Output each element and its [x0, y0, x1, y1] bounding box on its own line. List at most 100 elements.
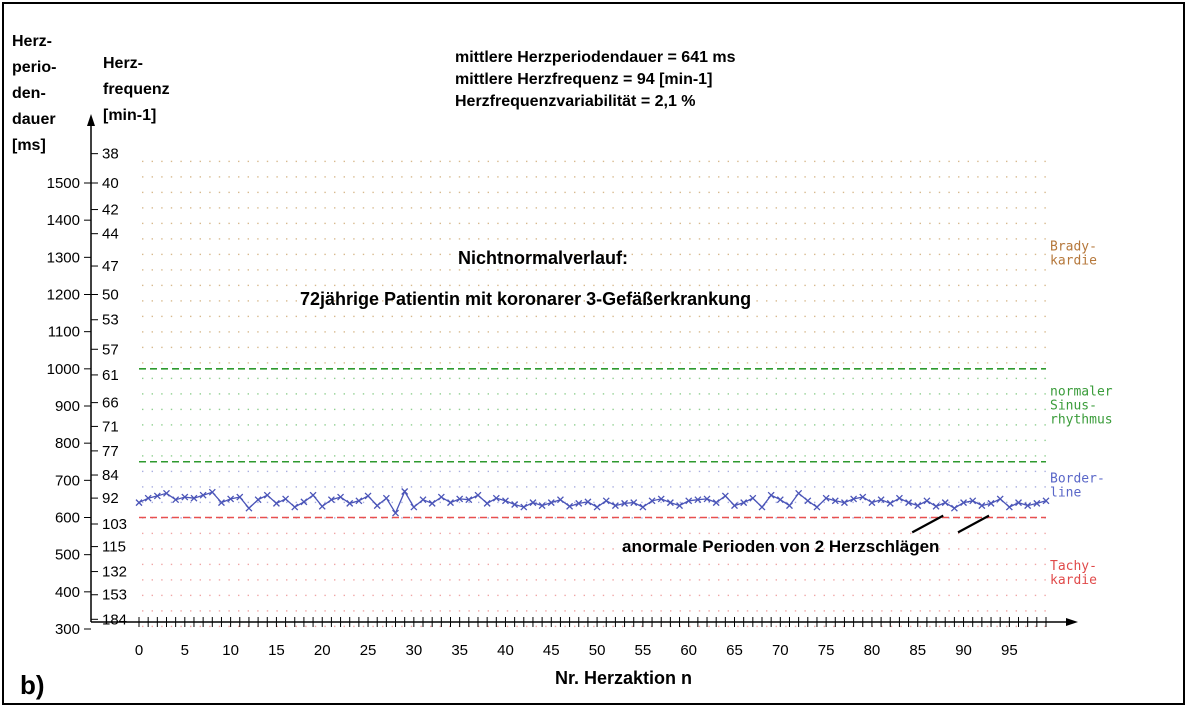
grid-dot	[602, 207, 605, 209]
grid-dot	[775, 362, 777, 364]
y-tick-label-ms: 1000	[47, 361, 80, 378]
grid-dot	[977, 346, 979, 349]
grid-dot	[526, 548, 528, 550]
grid-dot	[967, 315, 969, 318]
grid-dot	[641, 238, 643, 240]
data-point-stroke	[236, 493, 244, 501]
grid-dot	[487, 517, 489, 519]
grid-dot	[391, 439, 393, 442]
grid-dot	[238, 362, 240, 364]
grid-dot	[478, 532, 480, 535]
grid-dot	[737, 362, 739, 364]
grid-dot	[449, 300, 451, 302]
grid-dot	[631, 238, 633, 240]
grid-dot	[410, 579, 413, 581]
grid-dot	[622, 222, 624, 225]
data-point	[621, 499, 629, 507]
grid-dot	[161, 455, 163, 457]
grid-dot	[142, 238, 144, 240]
grid-dot	[170, 346, 173, 349]
grid-dot	[938, 393, 941, 395]
grid-dot	[823, 501, 825, 504]
grid-dot	[1044, 160, 1046, 163]
grid-dot	[746, 176, 749, 178]
grid-dot	[497, 548, 499, 550]
grid-dot	[497, 393, 499, 395]
grid-dot	[554, 284, 557, 287]
grid-dot	[382, 346, 384, 349]
grid-dot	[871, 238, 873, 240]
data-point	[447, 499, 454, 507]
grid-dot	[650, 532, 653, 535]
grid-dot	[1034, 532, 1037, 535]
grid-dot	[631, 284, 633, 287]
grid-dot	[862, 222, 864, 225]
grid-dot	[583, 424, 585, 426]
grid-dot	[420, 563, 422, 566]
grid-dot	[881, 393, 883, 395]
grid-dot	[343, 222, 345, 225]
grid-dot	[228, 548, 230, 550]
grid-dot	[305, 439, 307, 442]
grid-dot	[746, 486, 749, 488]
grid-dot	[689, 439, 691, 442]
grid-dot	[698, 610, 701, 612]
grid-dot	[151, 222, 153, 225]
grid-dot	[209, 377, 211, 380]
grid-dot	[180, 439, 182, 442]
grid-dot	[554, 579, 557, 581]
grid-dot	[785, 579, 787, 581]
grid-dot	[689, 548, 691, 550]
grid-dot	[468, 222, 470, 225]
grid-dot	[324, 191, 326, 194]
grid-dot	[439, 579, 441, 581]
zone-label: Tachy-kardie	[1050, 559, 1097, 588]
grid-dot	[497, 470, 499, 473]
grid-dot	[708, 517, 710, 519]
grid-dot	[554, 517, 557, 519]
grid-dot	[718, 222, 720, 225]
grid-dot	[478, 424, 480, 426]
grid-dot	[958, 424, 960, 426]
grid-dot	[228, 362, 230, 364]
grid-dot	[670, 253, 672, 256]
grid-dot	[1015, 191, 1017, 194]
grid-dot	[890, 393, 893, 395]
grid-dot	[353, 579, 355, 581]
grid-dot	[823, 424, 825, 426]
grid-dot	[862, 362, 864, 364]
grid-dot	[670, 548, 672, 550]
grid-dot	[449, 408, 451, 411]
grid-dot	[775, 470, 777, 473]
grid-dot	[545, 253, 547, 256]
grid-dot	[439, 253, 441, 256]
grid-dot	[343, 346, 345, 349]
grid-dot	[382, 253, 384, 256]
grid-dot	[919, 191, 921, 194]
grid-dot	[401, 346, 403, 349]
grid-dot	[785, 315, 787, 318]
grid-dot	[746, 191, 749, 194]
grid-dot	[708, 191, 710, 194]
grid-dot	[814, 315, 816, 318]
grid-dot	[478, 408, 480, 411]
grid-dot	[900, 579, 902, 581]
grid-dot	[612, 300, 614, 302]
data-point-stroke	[950, 504, 958, 512]
grid-dot	[852, 548, 854, 550]
grid-dot	[1006, 176, 1008, 178]
grid-dot	[670, 563, 672, 566]
grid-dot	[497, 300, 499, 302]
grid-dot	[910, 610, 912, 612]
y-tick-label-ms: 300	[55, 621, 80, 638]
grid-dot	[718, 191, 720, 194]
data-point	[941, 499, 949, 507]
grid-dot	[622, 408, 624, 411]
grid-dot	[852, 563, 854, 566]
grid-dot	[986, 362, 989, 364]
grid-dot	[814, 486, 816, 488]
grid-dot	[622, 160, 624, 163]
grid-dot	[545, 377, 547, 380]
grid-dot	[698, 346, 701, 349]
